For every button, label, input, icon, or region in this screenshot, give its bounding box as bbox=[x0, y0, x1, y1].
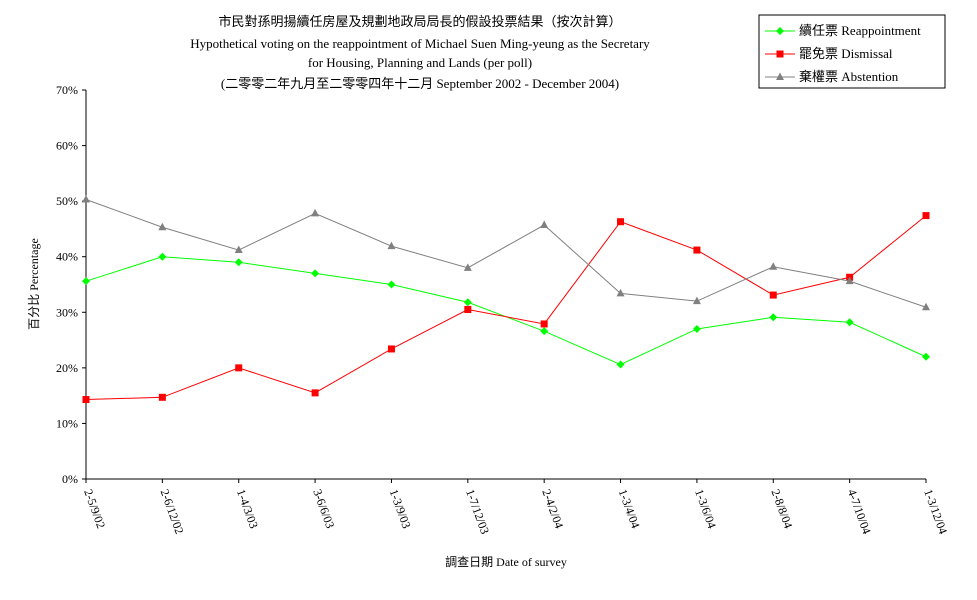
data-point bbox=[464, 306, 472, 314]
series-line bbox=[85, 256, 927, 366]
data-point bbox=[692, 324, 701, 333]
y-tick-label: 0% bbox=[62, 472, 78, 486]
legend-swatch-marker bbox=[776, 50, 784, 58]
legend-label: 罷免票 Dismissal bbox=[799, 46, 893, 61]
data-point bbox=[616, 360, 625, 369]
data-point bbox=[82, 194, 90, 203]
x-tick-label: 2-5/9/02 bbox=[81, 487, 108, 530]
y-tick-label: 20% bbox=[56, 361, 78, 375]
legend-items: 續任票 Reappointment 罷免票 Dismissal 棄權票 Absten… bbox=[765, 23, 921, 84]
data-point bbox=[234, 258, 243, 267]
y-tick-label: 70% bbox=[56, 83, 78, 97]
x-tick-label: 2-8/8/04 bbox=[768, 487, 795, 530]
data-point bbox=[692, 296, 701, 305]
y-tick-label: 10% bbox=[56, 416, 78, 430]
y-tick-label: 30% bbox=[56, 305, 78, 319]
series-line bbox=[85, 199, 927, 308]
data-point bbox=[158, 393, 166, 401]
y-axis-ticks: 0% 10% 20% 30% 40% 50% 60% 70% bbox=[56, 83, 86, 486]
y-tick-label: 50% bbox=[56, 194, 78, 208]
data-point bbox=[845, 318, 854, 327]
x-tick-label: 1-4/3/03 bbox=[234, 487, 261, 530]
x-tick-label: 1-3/4/04 bbox=[616, 487, 643, 530]
series-line bbox=[85, 215, 927, 401]
data-point bbox=[82, 396, 90, 404]
legend: 續任票 Reappointment 罷免票 Dismissal 棄權票 Absten… bbox=[758, 14, 946, 89]
data-point bbox=[922, 352, 930, 361]
data-point bbox=[311, 208, 320, 217]
legend-swatch-marker bbox=[776, 72, 784, 80]
y-tick-label: 40% bbox=[56, 250, 78, 264]
x-axis-title: 調查日期 Date of survey bbox=[445, 555, 567, 569]
x-axis-ticks: 2-5/9/02 2-6/12/02 1-4/3/03 3-6/6/03 1-3/9/0… bbox=[81, 479, 950, 536]
x-tick-label: 1-3/9/03 bbox=[387, 487, 414, 530]
data-point bbox=[616, 288, 625, 297]
x-tick-label: 1-7/12/03 bbox=[463, 487, 492, 536]
chart-title: 市民對孫明揚續任房屋及規劃地政局局長的假設投票結果（按次計算） Hypothet… bbox=[190, 14, 650, 91]
title-line-2: Hypothetical voting on the reappointment… bbox=[190, 36, 650, 51]
data-point bbox=[540, 320, 548, 328]
data-point bbox=[769, 313, 778, 322]
data-point bbox=[922, 212, 930, 220]
data-point bbox=[82, 277, 90, 286]
series-1 bbox=[82, 252, 930, 369]
data-point bbox=[617, 218, 625, 226]
data-point bbox=[235, 364, 243, 372]
data-point bbox=[463, 263, 472, 271]
x-tick-label: 2-4/2/04 bbox=[539, 487, 566, 530]
legend-swatch-marker bbox=[776, 27, 784, 35]
legend-label: 棄權票 Abstention bbox=[799, 69, 899, 84]
data-point bbox=[311, 269, 320, 278]
x-tick-label: 1-3/6/04 bbox=[692, 487, 719, 530]
data-point bbox=[540, 220, 549, 229]
x-tick-label: 1-3/12/04 bbox=[921, 487, 950, 536]
title-line-3: for Housing, Planning and Lands (per pol… bbox=[308, 55, 532, 70]
data-point bbox=[463, 298, 472, 307]
y-axis-title: 百分比 Percentage bbox=[27, 238, 41, 330]
series-2 bbox=[82, 212, 930, 404]
legend-label: 續任票 Reappointment bbox=[799, 23, 921, 38]
data-point bbox=[387, 241, 396, 250]
x-tick-label: 4-7/10/04 bbox=[845, 487, 874, 536]
legend-box bbox=[758, 14, 946, 89]
data-point bbox=[845, 276, 854, 285]
series-layer bbox=[82, 194, 930, 404]
data-point bbox=[387, 280, 396, 289]
title-line-1: 市民對孫明揚續任房屋及規劃地政局局長的假設投票結果（按次計算） bbox=[218, 14, 621, 29]
x-tick-label: 2-6/12/02 bbox=[158, 487, 187, 536]
title-line-4: (二零零二年九月至二零零四年十二月 September 2002 - Decem… bbox=[221, 76, 619, 91]
series-3 bbox=[82, 194, 930, 311]
data-point bbox=[769, 262, 778, 270]
data-point bbox=[234, 245, 243, 254]
data-point bbox=[158, 252, 167, 261]
data-point bbox=[693, 246, 701, 254]
data-point bbox=[540, 327, 549, 336]
data-point bbox=[922, 302, 930, 311]
data-point bbox=[387, 345, 395, 353]
data-point bbox=[311, 389, 319, 397]
y-tick-label: 60% bbox=[56, 139, 78, 153]
data-point bbox=[769, 291, 777, 299]
x-tick-label: 3-6/6/03 bbox=[310, 487, 337, 530]
data-point bbox=[158, 222, 167, 231]
